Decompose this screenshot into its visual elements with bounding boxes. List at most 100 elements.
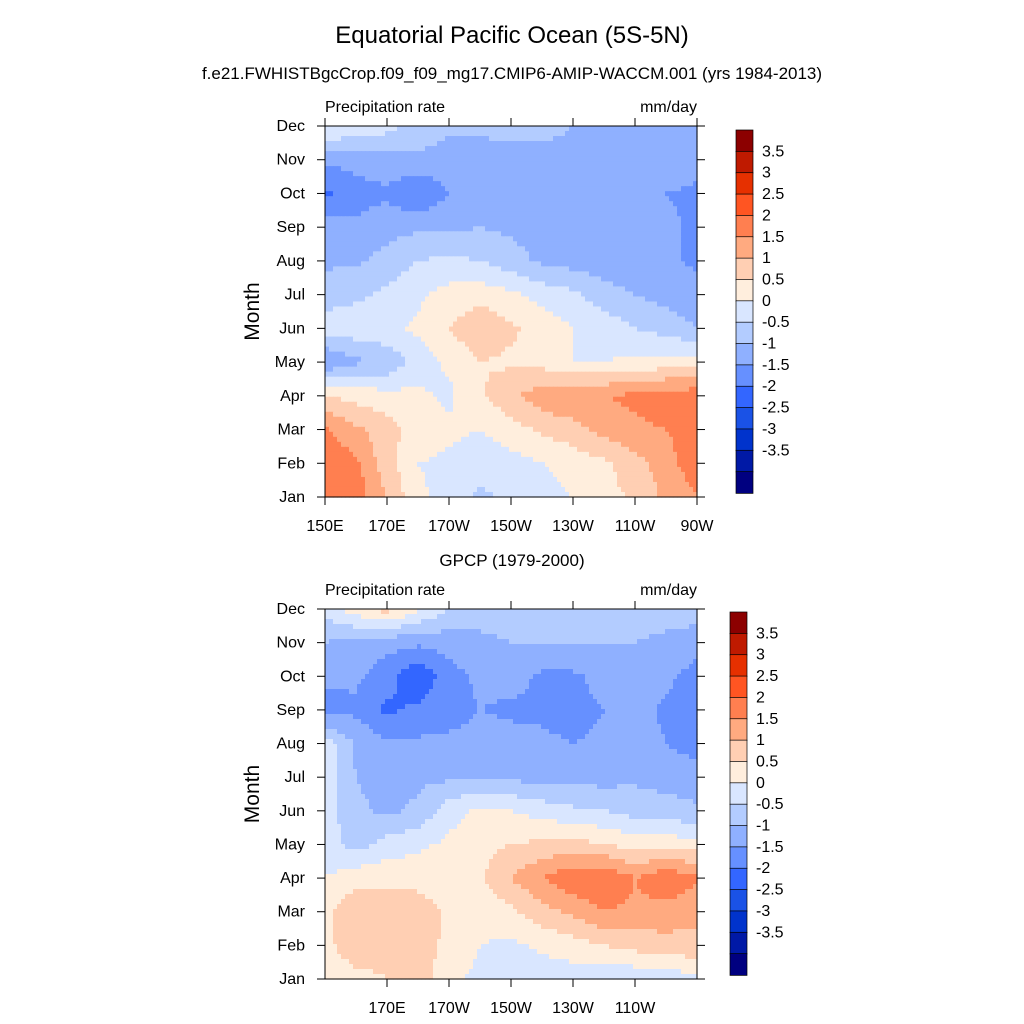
contour-cell [605,341,610,348]
contour-cell [505,176,510,182]
contour-cell [593,301,598,308]
contour-cell [433,296,438,303]
contour-cell [501,371,506,378]
contour-cell [349,136,354,142]
contour-cell [501,136,506,142]
contour-cell [569,201,574,207]
contour-cell [577,306,582,313]
contour-cell [489,226,494,232]
contour-cell [669,281,674,288]
contour-cell [349,381,354,388]
contour-cell [501,156,506,162]
contour-cell [665,266,670,272]
contour-cell [489,126,494,132]
contour-cell [413,206,418,212]
contour-cell [525,166,530,172]
contour-cell [621,176,626,182]
contour-cell [517,221,522,227]
contour-cell [417,376,422,383]
contour-cell [409,186,414,192]
contour-cell [477,146,482,152]
contour-cell [385,156,390,162]
contour-cell [521,181,526,187]
contour-cell [525,246,530,252]
contour-cell [441,186,446,192]
contour-cell [485,231,490,237]
contour-cell [557,151,562,157]
contour-cell [693,166,698,172]
contour-cell [369,346,374,353]
contour-cell [489,286,494,293]
contour-cell [445,126,450,132]
contour-cell [649,216,654,222]
contour-cell [641,291,646,298]
contour-cell [361,246,366,252]
contour-cell [665,126,670,132]
contour-cell [373,356,378,363]
contour-cell [373,371,378,378]
contour-cell [589,311,594,318]
contour-cell [397,281,402,288]
contour-cell [437,351,442,358]
contour-cell [517,381,522,388]
contour-cell [681,151,686,157]
contour-cell [413,336,418,343]
contour-cell [629,251,634,257]
contour-cell [493,366,498,373]
contour-cell [545,136,550,142]
contour-cell [689,326,694,333]
contour-cell [437,151,442,157]
contour-cell [633,321,638,328]
contour-cell [617,331,622,338]
contour-cell [517,251,522,257]
contour-cell [581,141,586,147]
contour-cell [653,136,658,142]
contour-cell [325,146,330,152]
contour-cell [513,276,518,283]
contour-cell [349,206,354,212]
contour-cell [417,131,422,137]
contour-cell [641,191,646,197]
contour-cell [505,146,510,152]
contour-cell [597,141,602,147]
contour-cell [457,191,462,197]
contour-cell [353,171,358,177]
contour-cell [345,291,350,298]
contour-cell [553,251,558,257]
contour-cell [529,126,534,132]
contour-cell [637,171,642,177]
contour-cell [329,301,334,308]
contour-cell [677,336,682,343]
contour-cell [473,236,478,242]
contour-cell [621,211,626,217]
contour-cell [657,291,662,298]
contour-cell [537,236,542,242]
contour-cell [657,281,662,288]
contour-cell [577,371,582,378]
contour-cell [469,336,474,343]
contour-cell [337,256,342,262]
contour-cell [629,136,634,142]
contour-cell [601,276,606,283]
contour-cell [585,151,590,157]
contour-cell [617,231,622,237]
contour-cell [537,246,542,252]
contour-cell [369,296,374,303]
contour-cell [353,276,358,283]
contour-cell [585,286,590,293]
contour-cell [693,341,698,348]
contour-cell [553,141,558,147]
contour-cell [501,391,506,398]
contour-cell [433,136,438,142]
contour-cell [445,231,450,237]
contour-cell [609,371,614,378]
contour-cell [593,296,598,303]
contour-cell [505,141,510,147]
contour-cell [481,141,486,147]
contour-cell [645,301,650,308]
contour-cell [561,256,566,262]
contour-cell [641,341,646,348]
contour-cell [325,326,330,333]
contour-cell [461,171,466,177]
